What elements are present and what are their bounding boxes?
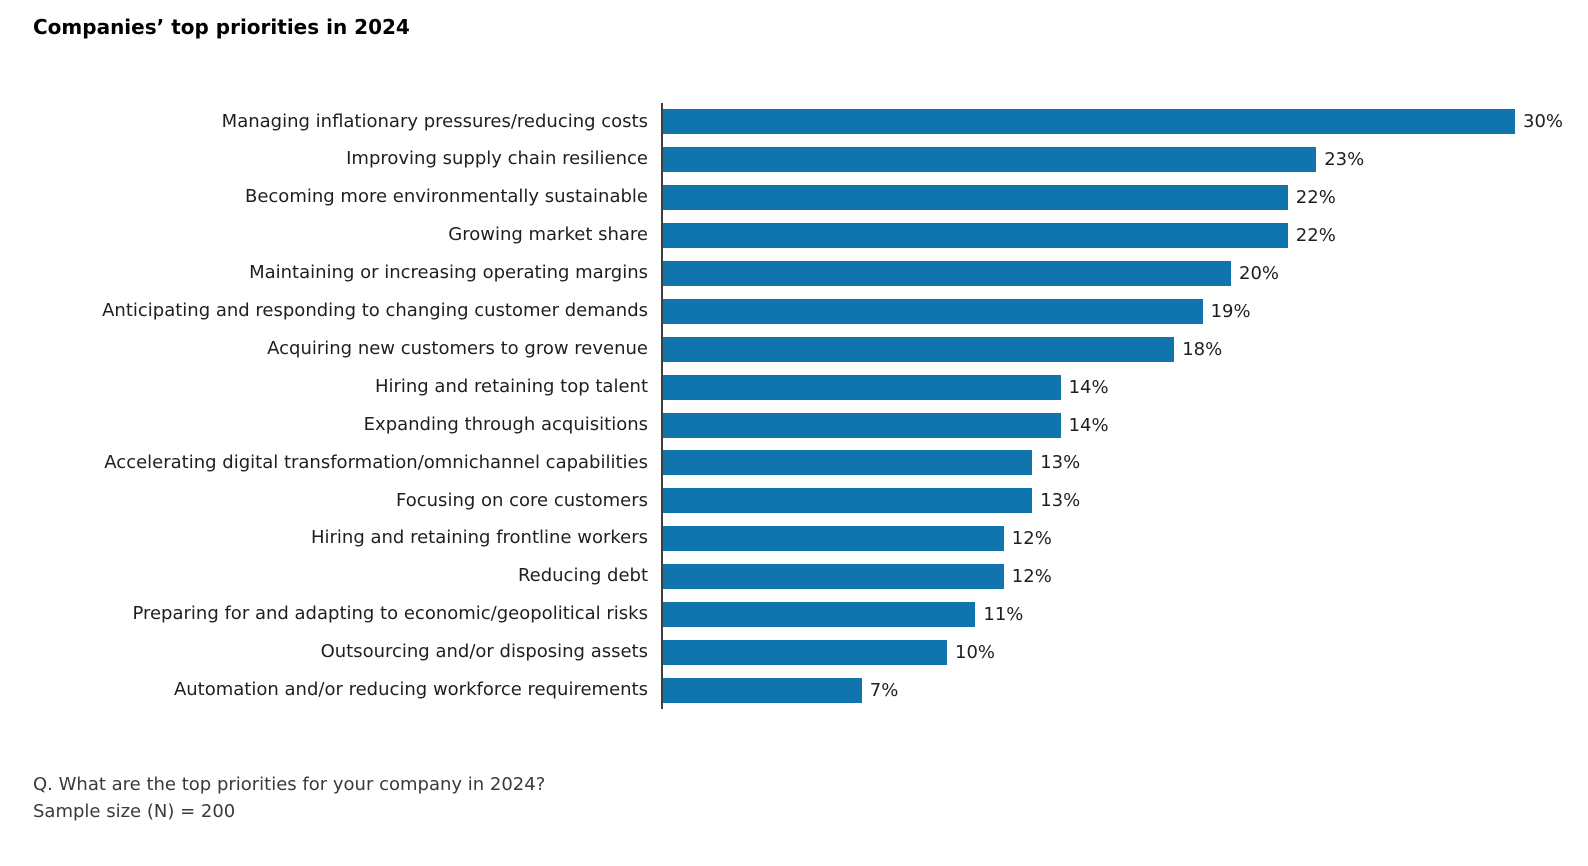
- value-label: 7%: [869, 679, 899, 701]
- chart-row: Managing inflationary pressures/reducing…: [18, 103, 1588, 141]
- bar: [663, 298, 1203, 324]
- bar: [663, 639, 947, 665]
- value-label: 30%: [1523, 111, 1564, 133]
- category-label: Reducing debt: [517, 565, 648, 587]
- value-label: 22%: [1295, 187, 1336, 209]
- category-label: Improving supply chain resilience: [346, 148, 648, 170]
- bar: [663, 564, 1004, 590]
- value-label: 13%: [1040, 490, 1081, 512]
- category-label: Maintaining or increasing operating marg…: [249, 262, 648, 284]
- bar: [663, 336, 1175, 362]
- category-label: Anticipating and responding to changing …: [102, 300, 648, 322]
- bar: [663, 223, 1288, 249]
- chart-row: Accelerating digital transformation/omni…: [18, 444, 1588, 482]
- chart-row: Maintaining or increasing operating marg…: [18, 254, 1588, 293]
- category-label: Focusing on core customers: [396, 489, 648, 511]
- horizontal-bar-chart: Managing inflationary pressures/reducing…: [18, 103, 1588, 710]
- chart-footnote: Q. What are the top priorities for your …: [33, 771, 1588, 825]
- value-label: 20%: [1239, 263, 1280, 284]
- value-label: 18%: [1182, 338, 1223, 360]
- bar-track: 23%: [661, 140, 1588, 179]
- category-label: Preparing for and adapting to economic/g…: [132, 603, 648, 625]
- category-label: Accelerating digital transformation/omni…: [104, 451, 648, 473]
- report-page: Companies’ top priorities in 2024 Managi…: [0, 15, 1588, 825]
- value-label: 22%: [1295, 225, 1336, 247]
- bar-track: 22%: [661, 178, 1588, 217]
- value-label: 10%: [955, 641, 996, 663]
- bar: [663, 450, 1033, 476]
- chart-row: Outsourcing and/or disposing assets 10%: [18, 633, 1588, 672]
- bar-track: 22%: [661, 216, 1588, 255]
- bar-track: 20%: [661, 254, 1588, 293]
- value-label: 23%: [1324, 149, 1365, 171]
- chart-row: Anticipating and responding to changing …: [18, 292, 1588, 331]
- bar: [663, 185, 1288, 211]
- bar: [663, 261, 1231, 286]
- bar: [663, 677, 862, 703]
- bar-track: 14%: [661, 406, 1588, 445]
- bar-track: 18%: [661, 330, 1588, 369]
- value-label: 19%: [1210, 300, 1251, 322]
- chart-title: Companies’ top priorities in 2024: [33, 15, 410, 39]
- survey-question: Q. What are the top priorities for your …: [33, 774, 546, 796]
- category-label: Growing market share: [448, 224, 648, 246]
- category-label: Hiring and retaining top talent: [374, 375, 648, 397]
- value-label: 14%: [1068, 376, 1109, 398]
- bar: [663, 147, 1317, 173]
- bar-track: 13%: [661, 444, 1588, 482]
- chart-row: Hiring and retaining top talent 14%: [18, 368, 1588, 407]
- category-label: Acquiring new customers to grow revenue: [267, 337, 648, 359]
- chart-row: Reducing debt 12%: [18, 557, 1588, 596]
- category-label: Hiring and retaining frontline workers: [310, 527, 648, 549]
- chart-row: Becoming more environmentally sustainabl…: [18, 178, 1588, 217]
- chart-row: Automation and/or reducing workforce req…: [18, 671, 1588, 710]
- value-label: 11%: [983, 604, 1024, 626]
- value-label: 14%: [1068, 414, 1109, 436]
- chart-row: Hiring and retaining frontline workers 12…: [18, 519, 1588, 558]
- category-label: Becoming more environmentally sustainabl…: [244, 186, 648, 208]
- bar: [663, 412, 1061, 438]
- bar-track: 7%: [661, 671, 1588, 710]
- chart-row: Expanding through acquisitions 14%: [18, 406, 1588, 445]
- category-label: Expanding through acquisitions: [363, 413, 648, 435]
- chart-row: Growing market share 22%: [18, 216, 1588, 255]
- bar: [663, 602, 976, 628]
- chart-row: Focusing on core customers 13%: [18, 481, 1588, 520]
- value-label: 13%: [1040, 452, 1081, 474]
- category-label: Managing inflationary pressures/reducing…: [221, 110, 648, 132]
- category-label: Outsourcing and/or disposing assets: [320, 641, 648, 663]
- bar-track: 12%: [661, 557, 1588, 596]
- bar-track: 10%: [661, 633, 1588, 672]
- bar: [663, 488, 1033, 514]
- chart-row: Preparing for and adapting to economic/g…: [18, 595, 1588, 634]
- bar-track: 13%: [661, 481, 1588, 520]
- bar: [663, 109, 1515, 135]
- value-label: 12%: [1011, 528, 1052, 550]
- chart-row: Acquiring new customers to grow revenue 1…: [18, 330, 1588, 369]
- value-label: 12%: [1011, 566, 1052, 588]
- bar: [663, 526, 1004, 552]
- bar: [663, 374, 1061, 400]
- category-label: Automation and/or reducing workforce req…: [173, 678, 648, 700]
- chart-row: Improving supply chain resilience 23%: [18, 140, 1588, 179]
- bar-track: 30%: [661, 103, 1588, 141]
- bar-track: 12%: [661, 519, 1588, 558]
- bar-track: 19%: [661, 292, 1588, 331]
- bar-track: 11%: [661, 595, 1588, 634]
- bar-track: 14%: [661, 368, 1588, 407]
- sample-size: Sample size (N) = 200: [33, 801, 236, 823]
